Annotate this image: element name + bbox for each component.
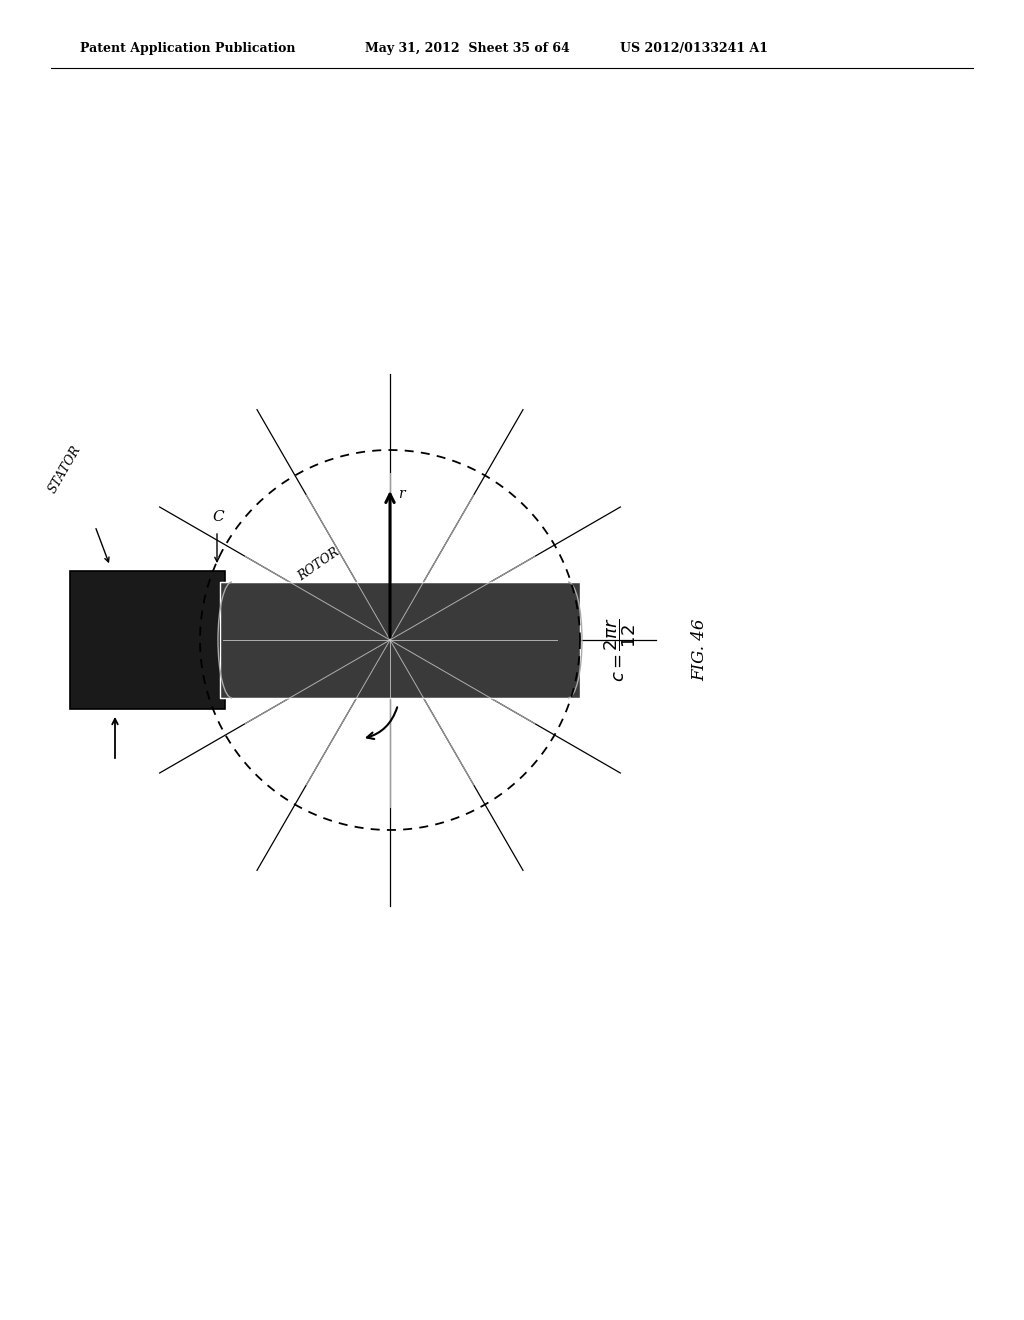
Bar [70,572,225,709]
Text: May 31, 2012  Sheet 35 of 64: May 31, 2012 Sheet 35 of 64 [365,42,569,55]
Bar [220,582,580,698]
Text: FIG. 46: FIG. 46 [691,619,709,681]
Text: STATOR: STATOR [46,444,84,496]
Text: C: C [212,510,223,524]
Text: $c = \dfrac{2\pi r}{12}$: $c = \dfrac{2\pi r}{12}$ [602,618,638,682]
Text: r: r [398,487,404,500]
Text: ROTOR: ROTOR [295,545,341,583]
Text: US 2012/0133241 A1: US 2012/0133241 A1 [620,42,768,55]
Text: Patent Application Publication: Patent Application Publication [80,42,296,55]
